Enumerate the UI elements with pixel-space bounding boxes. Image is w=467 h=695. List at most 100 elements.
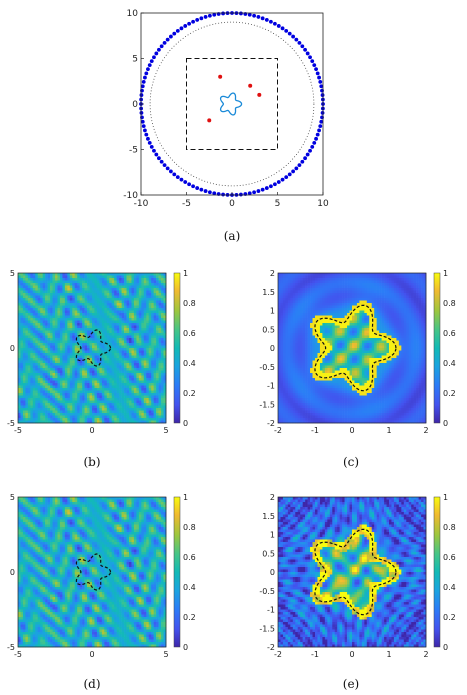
source-point: [172, 32, 176, 36]
source-point: [312, 63, 316, 67]
source-point: [143, 129, 147, 133]
source-point: [310, 59, 314, 63]
x-tick-label: 0: [89, 426, 94, 435]
source-point: [212, 13, 216, 17]
y-tick-label: -1.5: [259, 624, 275, 633]
caption-c: (c): [343, 455, 359, 469]
y-tick-label: -0.5: [259, 587, 275, 596]
source-point: [140, 111, 144, 115]
x-tick-label: 1: [386, 426, 391, 435]
colorbar: [174, 273, 180, 423]
source-point: [239, 12, 243, 16]
source-point: [141, 84, 145, 88]
colorbar-tick-label: 0.6: [183, 329, 196, 338]
heatmap-panel-d: -5 0 550-510.80.60.40.20: [7, 493, 196, 659]
source-point: [248, 13, 252, 17]
source-point: [300, 44, 304, 48]
source-point: [257, 189, 261, 193]
colorbar-tick-label: 0.4: [183, 583, 196, 592]
colorbar-tick-label: 0.8: [183, 299, 196, 308]
y-tick-label: 1: [270, 307, 275, 316]
source-point: [157, 48, 161, 52]
source-point: [143, 76, 147, 80]
y-tick-label: 10: [127, 9, 139, 19]
source-point: [146, 67, 150, 71]
source-point: [288, 32, 292, 36]
colorbar-tick-label: 1: [183, 493, 188, 502]
source-point: [166, 166, 170, 170]
source-point: [140, 93, 144, 97]
source-point: [221, 12, 225, 16]
source-point: [148, 141, 152, 145]
caption-b: (b): [83, 455, 100, 469]
colorbar-tick-label: 1: [443, 493, 448, 502]
dotted-circle: [150, 22, 314, 186]
source-point: [316, 133, 320, 137]
source-point: [146, 137, 150, 141]
colorbar-tick-label: 0: [443, 419, 448, 428]
source-point: [152, 149, 156, 153]
y-tick-label: -5: [7, 419, 15, 428]
y-tick-label: 1.5: [262, 512, 275, 521]
colorbar-tick-label: 0.2: [183, 613, 196, 622]
source-point: [163, 41, 167, 45]
y-tick-label: -1.5: [259, 400, 275, 409]
colorbar-tick-label: 0.8: [183, 523, 196, 532]
source-point: [291, 170, 295, 174]
source-point: [154, 153, 158, 157]
source-point: [191, 184, 195, 188]
source-point: [252, 14, 256, 18]
y-tick-label: 0: [270, 344, 275, 353]
field-panels: -5 0 550-510.80.60.40.20-2 -1 0 1 221.510.50-0…: [7, 269, 456, 659]
source-point: [317, 76, 321, 80]
colorbar-tick-label: 0.6: [443, 553, 456, 562]
source-point: [157, 156, 161, 160]
colorbar-tick-label: 0.8: [443, 523, 456, 532]
source-point: [142, 80, 146, 84]
source-point: [306, 153, 310, 157]
source-point: [316, 71, 320, 75]
source-point: [183, 24, 187, 28]
y-tick-label: -5: [7, 643, 15, 652]
x-tick-label: -1: [311, 650, 319, 659]
x-tick-label: -5: [14, 650, 22, 659]
source-point: [319, 120, 323, 124]
source-point: [318, 80, 322, 84]
source-point: [141, 120, 145, 124]
y-tick-label: -10: [123, 191, 138, 201]
x-tick-label: -5: [182, 199, 191, 209]
y-tick-label: -0.5: [259, 363, 275, 372]
y-tick-label: 5: [10, 269, 15, 278]
source-point: [257, 15, 261, 19]
colorbar-tick-label: 1: [183, 269, 188, 278]
source-point: [321, 111, 325, 115]
y-tick-label: -2: [267, 419, 275, 428]
source-point: [306, 52, 310, 56]
source-point: [180, 26, 184, 30]
red-point: [207, 118, 211, 122]
x-tick-label: 5: [163, 650, 168, 659]
source-point: [191, 20, 195, 24]
source-point: [312, 141, 316, 145]
caption-a: (a): [224, 229, 241, 243]
x-tick-label: -1: [311, 426, 319, 435]
source-point: [273, 22, 277, 26]
source-point: [176, 29, 180, 33]
source-point: [298, 41, 302, 45]
colorbar: [174, 497, 180, 647]
y-tick-label: 0.5: [262, 325, 275, 334]
y-tick-label: -2: [267, 643, 275, 652]
x-tick-label: 0: [349, 650, 354, 659]
source-point: [221, 193, 225, 197]
source-point: [284, 29, 288, 33]
source-point: [300, 160, 304, 164]
source-point: [195, 186, 199, 190]
colorbar-tick-label: 0: [183, 643, 188, 652]
source-point: [160, 44, 164, 48]
x-tick-label: -2: [274, 426, 282, 435]
x-tick-label: 0: [349, 426, 354, 435]
heatmap-panel-e: -2 -1 0 1 221.510.50-0.5-1-1.5-210.80.60.40.…: [259, 493, 455, 659]
y-tick-label: -1: [267, 606, 275, 615]
y-tick-label: -1: [267, 382, 275, 391]
